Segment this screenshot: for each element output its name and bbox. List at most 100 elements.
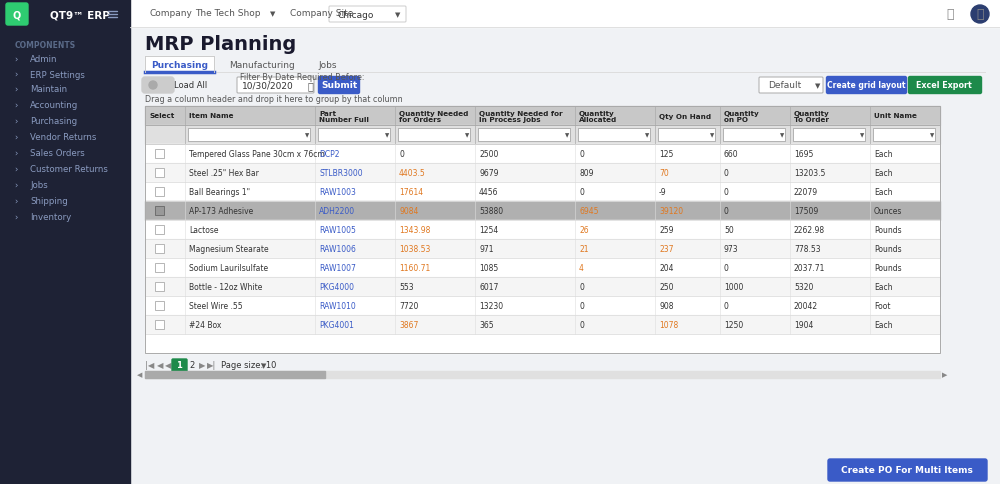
- Bar: [155, 168, 164, 178]
- Text: RAW1006: RAW1006: [319, 244, 356, 254]
- Text: Company Site: Company Site: [290, 10, 353, 18]
- Text: Ball Bearings 1": Ball Bearings 1": [189, 188, 250, 197]
- Bar: [155, 263, 164, 272]
- Text: RAW1005: RAW1005: [319, 226, 356, 235]
- Text: Pounds: Pounds: [874, 263, 902, 272]
- FancyBboxPatch shape: [826, 77, 906, 94]
- Text: 1000: 1000: [724, 283, 743, 291]
- Text: Item Name: Item Name: [189, 113, 234, 119]
- Text: 259: 259: [659, 226, 674, 235]
- Text: ▼: ▼: [385, 133, 389, 138]
- Bar: [145, 107, 940, 353]
- Text: The Tech Shop: The Tech Shop: [195, 10, 260, 18]
- Text: Steel .25" Hex Bar: Steel .25" Hex Bar: [189, 168, 259, 178]
- Text: 70: 70: [659, 168, 669, 178]
- Bar: [793, 129, 865, 142]
- Text: ▼: ▼: [395, 12, 400, 18]
- Bar: [145, 334, 940, 353]
- Text: 17614: 17614: [399, 188, 423, 197]
- Text: Default: Default: [768, 81, 801, 91]
- Text: Qty On Hand: Qty On Hand: [659, 113, 711, 119]
- Text: |◀ ◀: |◀ ◀: [145, 361, 164, 370]
- Text: Quantity: Quantity: [794, 110, 830, 117]
- Circle shape: [149, 82, 157, 90]
- Text: ▼: ▼: [465, 133, 469, 138]
- Text: ›: ›: [14, 213, 18, 222]
- Text: Load All: Load All: [174, 80, 207, 90]
- Text: on PO: on PO: [724, 117, 748, 123]
- Text: Magnesium Stearate: Magnesium Stearate: [189, 244, 269, 254]
- Text: 7720: 7720: [399, 302, 418, 310]
- Text: 9679: 9679: [479, 168, 498, 178]
- Text: Maintain: Maintain: [30, 85, 67, 94]
- Text: Q: Q: [13, 10, 21, 20]
- Text: ›: ›: [14, 117, 18, 126]
- Text: ›: ›: [14, 101, 18, 110]
- Text: ▶: ▶: [199, 361, 206, 370]
- FancyBboxPatch shape: [318, 77, 360, 94]
- Text: ›: ›: [14, 181, 18, 190]
- Text: ▼: ▼: [261, 362, 266, 368]
- Text: STLBR3000: STLBR3000: [319, 168, 363, 178]
- Bar: [145, 57, 214, 73]
- Text: 🔔: 🔔: [946, 9, 954, 21]
- Text: 22079: 22079: [794, 188, 818, 197]
- Text: 908: 908: [659, 302, 674, 310]
- Text: -9: -9: [659, 188, 667, 197]
- Text: 6017: 6017: [479, 283, 498, 291]
- Text: Pounds: Pounds: [874, 244, 902, 254]
- Text: 2: 2: [189, 361, 194, 370]
- Bar: [155, 226, 164, 235]
- Text: 204: 204: [659, 263, 674, 272]
- Text: 1038.53: 1038.53: [399, 244, 430, 254]
- Text: ◀: ◀: [137, 372, 143, 378]
- Text: 53880: 53880: [479, 207, 503, 215]
- Text: Tempered Glass Pane 30cm x 76cm: Tempered Glass Pane 30cm x 76cm: [189, 150, 325, 159]
- Bar: [145, 371, 940, 378]
- Text: ▼: ▼: [780, 133, 784, 138]
- Bar: [155, 283, 164, 291]
- Text: 1250: 1250: [724, 320, 743, 329]
- Text: 0: 0: [724, 263, 729, 272]
- Bar: [578, 129, 650, 142]
- Text: ◀: ◀: [165, 361, 172, 370]
- Bar: [318, 129, 390, 142]
- Text: Pounds: Pounds: [874, 226, 902, 235]
- Text: 13203.5: 13203.5: [794, 168, 825, 178]
- Text: Purchasing: Purchasing: [30, 117, 77, 126]
- Text: 971: 971: [479, 244, 494, 254]
- Text: ›: ›: [14, 149, 18, 158]
- Text: ›: ›: [14, 133, 18, 142]
- Text: 20042: 20042: [794, 302, 818, 310]
- Text: AP-173 Adhesive: AP-173 Adhesive: [189, 207, 253, 215]
- Text: ›: ›: [14, 85, 18, 94]
- Text: ▼: ▼: [815, 83, 820, 89]
- Text: Jobs: Jobs: [318, 60, 337, 69]
- Text: 237: 237: [659, 244, 674, 254]
- Text: Inventory: Inventory: [30, 213, 71, 222]
- Text: 4403.5: 4403.5: [399, 168, 426, 178]
- Text: Shipping: Shipping: [30, 197, 68, 206]
- Bar: [145, 221, 940, 240]
- Text: 553: 553: [399, 283, 414, 291]
- Text: Chicago: Chicago: [338, 11, 374, 19]
- Text: Excel Export: Excel Export: [916, 81, 972, 91]
- Text: 21: 21: [579, 244, 588, 254]
- Text: Quantity Needed for: Quantity Needed for: [479, 110, 563, 117]
- Text: Quantity: Quantity: [724, 110, 760, 117]
- Text: Vendor Returns: Vendor Returns: [30, 133, 96, 142]
- Text: RAW1003: RAW1003: [319, 188, 356, 197]
- Text: 0: 0: [724, 302, 729, 310]
- Text: 17509: 17509: [794, 207, 818, 215]
- Bar: [145, 240, 940, 258]
- Text: Bottle - 12oz White: Bottle - 12oz White: [189, 283, 262, 291]
- Text: Steel Wire .55: Steel Wire .55: [189, 302, 243, 310]
- Text: ›: ›: [14, 55, 18, 64]
- Text: ▶: ▶: [942, 372, 948, 378]
- Text: 26: 26: [579, 226, 589, 235]
- Text: Foot: Foot: [874, 302, 891, 310]
- Text: 2500: 2500: [479, 150, 498, 159]
- FancyBboxPatch shape: [329, 7, 406, 23]
- Circle shape: [971, 6, 989, 24]
- Text: ›: ›: [14, 70, 18, 79]
